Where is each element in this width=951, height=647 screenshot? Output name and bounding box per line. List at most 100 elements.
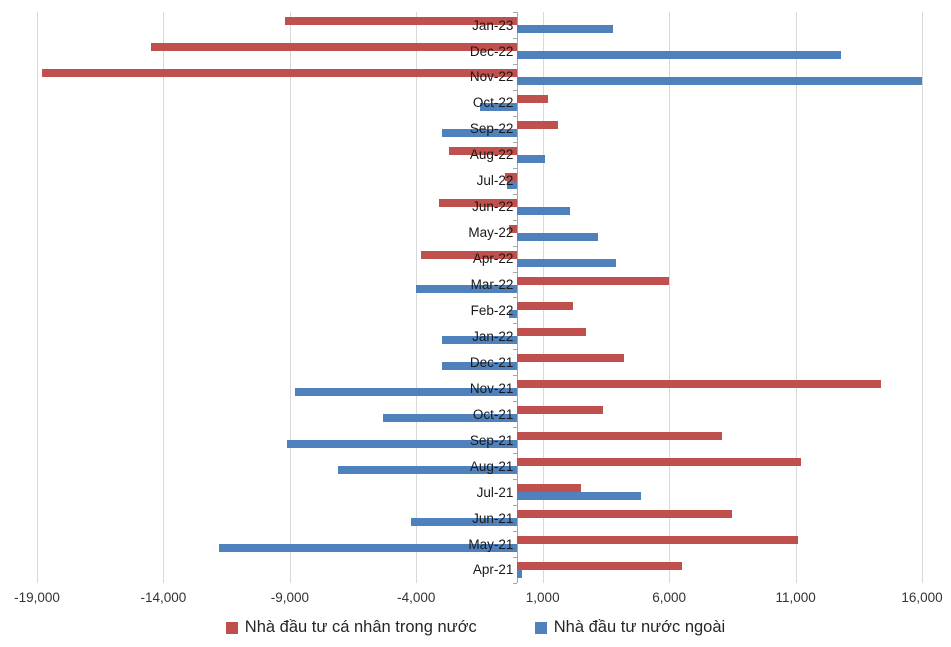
- bar-domestic-individual: [517, 328, 586, 337]
- gridline: [542, 12, 544, 583]
- bar-domestic-individual: [517, 484, 581, 493]
- category-label: Jul-22: [476, 173, 514, 189]
- category-axis-tick: [513, 271, 518, 273]
- gridline: [795, 12, 797, 583]
- legend-label-domestic: Nhà đầu tư cá nhân trong nước: [244, 618, 477, 636]
- category-axis-tick: [513, 401, 518, 403]
- x-axis-tick-label: 6,000: [652, 589, 686, 605]
- category-axis-tick: [513, 219, 518, 221]
- category-axis-tick: [513, 323, 518, 325]
- bar-foreign-investor: [441, 128, 518, 137]
- category-axis-tick: [513, 167, 518, 169]
- category-axis-line: [517, 12, 519, 583]
- bar-domestic-individual: [150, 43, 518, 51]
- bar-foreign-investor: [517, 154, 546, 163]
- category-axis-tick: [513, 531, 518, 532]
- bar-domestic-individual: [517, 458, 801, 467]
- category-axis-tick: [513, 115, 518, 117]
- bar-foreign-investor: [508, 310, 518, 319]
- category-axis-tick: [513, 349, 518, 351]
- category-label: Mar-22: [470, 277, 514, 292]
- gridline: [289, 12, 291, 583]
- category-label: Nov-22: [469, 69, 514, 85]
- bar-domestic-individual: [517, 354, 624, 363]
- category-label: Jan-22: [472, 328, 514, 344]
- gridline: [669, 12, 671, 583]
- bar-domestic-individual: [517, 276, 670, 285]
- bar-domestic-individual: [517, 380, 882, 389]
- legend-swatch-foreign-icon: [534, 621, 547, 634]
- bar-domestic-individual: [517, 120, 558, 129]
- category-label: Sep-21: [469, 432, 514, 448]
- bar-domestic-individual: [504, 172, 518, 181]
- category-axis-tick: [513, 193, 518, 195]
- x-axis-tick-label: -14,000: [140, 589, 187, 605]
- legend-swatch-domestic-icon: [225, 621, 238, 634]
- category-label: Jun-22: [472, 199, 514, 215]
- bar-foreign-investor: [517, 76, 922, 85]
- bar-domestic-individual: [439, 198, 518, 207]
- category-axis-tick: [513, 89, 518, 91]
- category-label: May-21: [468, 536, 514, 552]
- bar-foreign-investor: [479, 102, 518, 111]
- bar-foreign-investor: [517, 232, 599, 241]
- bar-domestic-individual: [284, 17, 518, 25]
- bar-foreign-investor: [294, 388, 518, 397]
- category-label: Aug-22: [469, 147, 514, 163]
- category-axis-tick: [513, 375, 518, 377]
- category-label: May-22: [468, 225, 514, 241]
- category-label: Dec-22: [469, 43, 514, 59]
- bar-foreign-investor: [517, 25, 614, 33]
- category-label: Sep-22: [469, 121, 514, 137]
- bar-foreign-investor: [416, 284, 518, 293]
- category-axis-tick: [513, 556, 518, 558]
- bar-foreign-investor: [287, 440, 518, 449]
- category-label: Jul-21: [476, 484, 514, 500]
- legend-label-foreign: Nhà đầu tư nước ngoài: [553, 618, 726, 636]
- bar-foreign-investor: [441, 362, 518, 371]
- bar-domestic-individual: [517, 302, 573, 311]
- bar-foreign-investor: [517, 51, 842, 59]
- category-axis-tick: [513, 141, 518, 143]
- category-axis-tick: [513, 453, 518, 455]
- gridline: [37, 12, 38, 583]
- bar-foreign-investor: [517, 206, 571, 215]
- bar-foreign-investor: [507, 180, 518, 189]
- category-axis-tick: [513, 63, 518, 65]
- x-axis-tick-label: 16,000: [901, 589, 943, 605]
- category-label: Nov-21: [469, 380, 514, 396]
- category-label: Apr-21: [472, 562, 514, 578]
- category-label: Jun-21: [472, 510, 514, 526]
- category-label: Oct-22: [472, 95, 514, 111]
- bar-domestic-individual: [421, 250, 518, 259]
- category-axis-tick: [513, 12, 518, 13]
- category-axis-tick: [513, 479, 518, 481]
- bar-domestic-individual: [517, 432, 723, 441]
- category-axis-tick: [513, 297, 518, 299]
- gridline: [922, 12, 923, 583]
- bar-domestic-individual: [517, 510, 733, 519]
- category-axis-tick: [513, 582, 518, 584]
- x-axis-tick-label: -19,000: [14, 589, 60, 605]
- category-axis-tick: [513, 427, 518, 429]
- category-label: Jan-23: [472, 17, 514, 33]
- category-axis-tick: [513, 505, 518, 507]
- category-label: Oct-21: [472, 406, 514, 422]
- category-label: Aug-21: [469, 458, 514, 474]
- legend-item-foreign: Nhà đầu tư nước ngoài: [534, 618, 726, 637]
- category-label: Feb-22: [470, 302, 514, 318]
- category-label: Dec-21: [469, 354, 514, 370]
- bar-foreign-investor: [441, 336, 518, 345]
- bar-foreign-investor: [219, 544, 518, 552]
- bar-foreign-investor: [383, 414, 518, 423]
- bar-foreign-investor: [517, 569, 523, 578]
- bar-foreign-investor: [337, 466, 518, 475]
- bar-domestic-individual: [517, 406, 604, 415]
- category-label: Apr-22: [472, 251, 514, 266]
- x-axis-tick-label: 11,000: [775, 589, 816, 605]
- bar-domestic-individual: [42, 68, 518, 77]
- category-axis-tick: [513, 38, 518, 39]
- bar-domestic-individual: [517, 561, 682, 570]
- gridline: [416, 12, 418, 583]
